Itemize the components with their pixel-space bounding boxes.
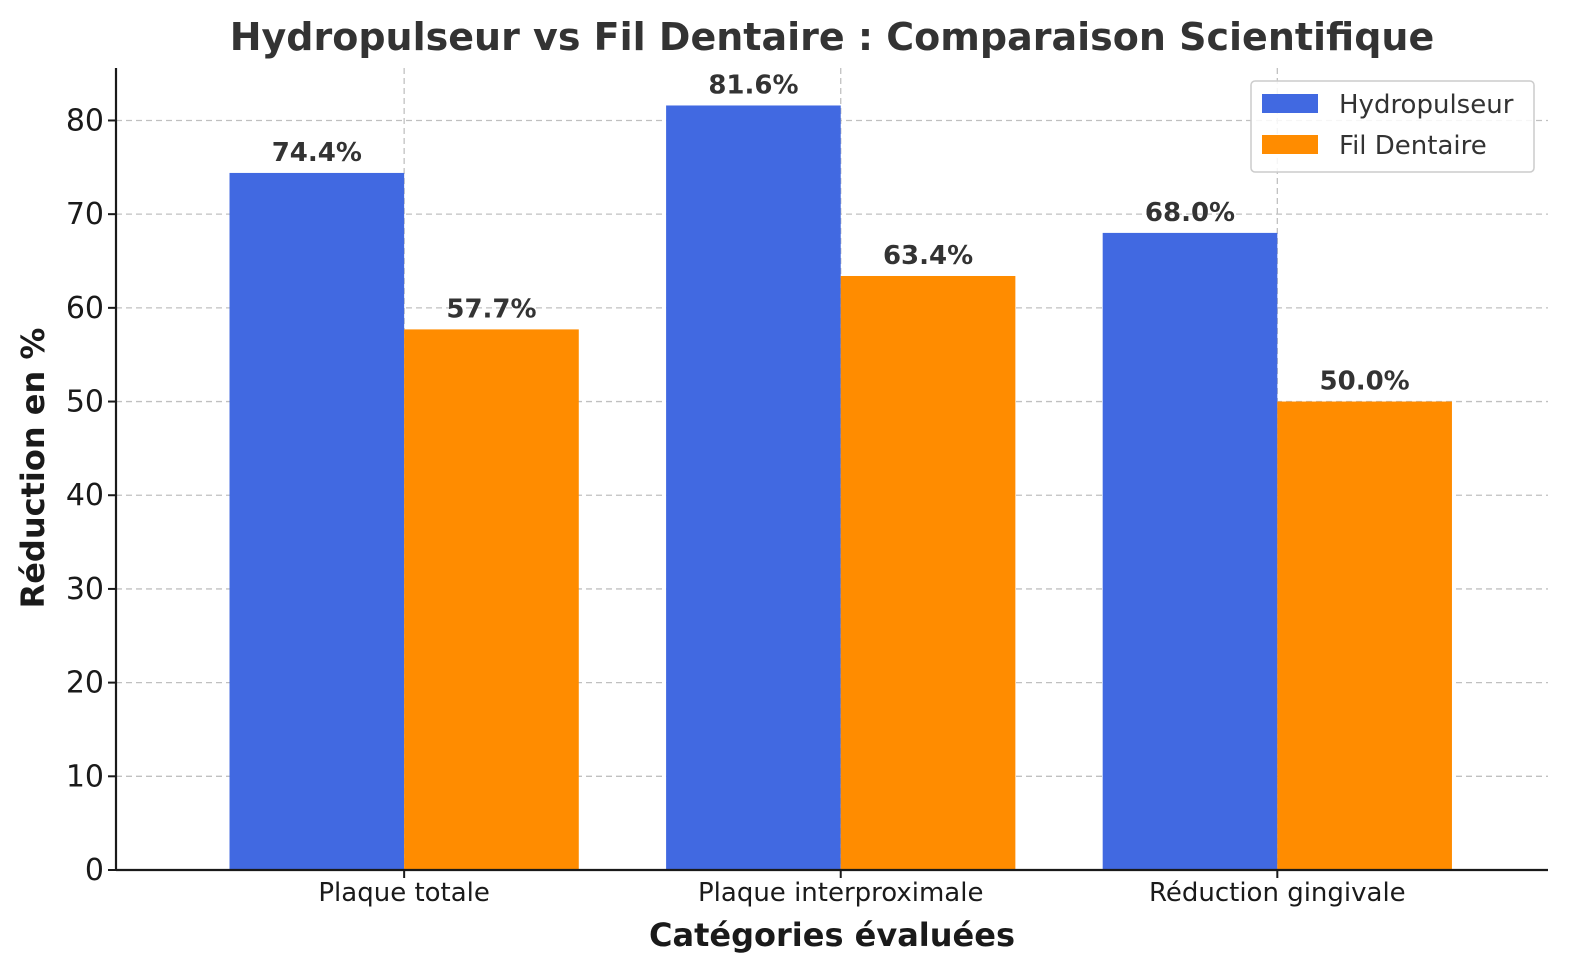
legend-label: Fil Dentaire (1339, 131, 1487, 161)
data-labels: 74.4% 81.6% 68.0% 57.7% 63.4% 50.0% (272, 70, 1410, 396)
legend-frame (1250, 80, 1535, 173)
bar-hydropulseur (666, 105, 841, 871)
legend-swatch (1262, 94, 1318, 113)
y-tick-label: 0 (85, 853, 104, 888)
data-label: 81.6% (708, 70, 798, 100)
data-label: 57.7% (446, 294, 536, 324)
bar-fil-dentaire (1277, 401, 1452, 870)
y-tick-label: 10 (66, 759, 104, 794)
data-label: 74.4% (272, 138, 362, 168)
axes (114, 68, 1548, 872)
x-tick-label: Réduction gingivale (1149, 878, 1406, 908)
bar-fil-dentaire (840, 275, 1016, 870)
x-tick-label: Plaque interproximale (698, 878, 983, 908)
bar-hydropulseur (229, 172, 405, 871)
x-axis-ticks: Plaque totale Plaque interproximale Réduct… (318, 870, 1406, 908)
y-tick-label: 60 (66, 291, 104, 326)
y-axis-ticks: 0 10 20 30 40 50 60 70 80 (66, 103, 116, 888)
y-tick-label: 80 (66, 103, 104, 138)
legend: Hydropulseur Fil Dentaire (1250, 80, 1535, 173)
y-tick-label: 40 (66, 478, 104, 513)
bar-fil-dentaire (404, 329, 579, 870)
x-tick-label: Plaque totale (318, 878, 490, 908)
bar-hydropulseur (1102, 232, 1278, 870)
legend-swatch (1262, 135, 1318, 154)
data-label: 50.0% (1320, 367, 1410, 397)
y-tick-label: 50 (66, 385, 104, 420)
bars (229, 105, 1452, 871)
y-tick-label: 70 (66, 197, 104, 232)
chart-title: Hydropulseur vs Fil Dentaire : Comparais… (230, 15, 1435, 59)
legend-label: Hydropulseur (1339, 90, 1514, 120)
y-axis-title: Réduction en % (14, 328, 52, 609)
y-tick-label: 20 (66, 666, 104, 701)
data-label: 68.0% (1145, 198, 1235, 228)
x-axis-title: Catégories évaluées (649, 916, 1015, 954)
data-label: 63.4% (883, 241, 973, 271)
y-tick-label: 30 (66, 572, 104, 607)
